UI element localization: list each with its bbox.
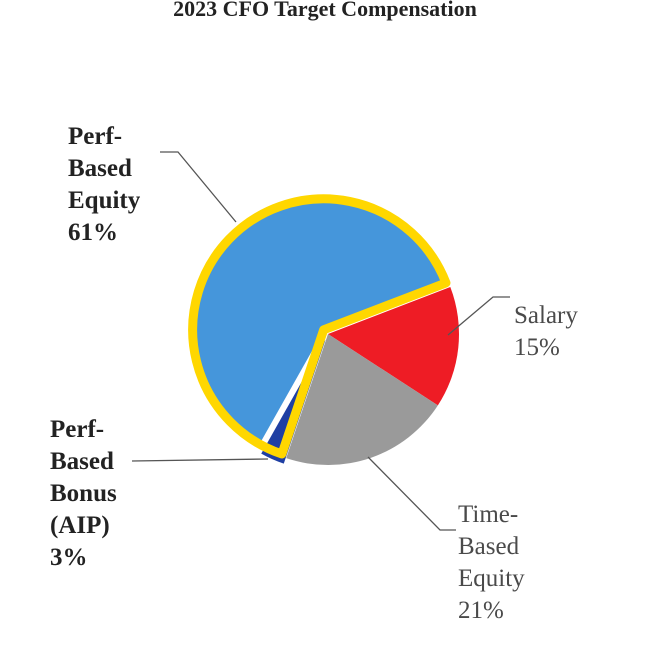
label-perf-bonus-value: 3% bbox=[50, 544, 88, 571]
leader-line-perf-bonus bbox=[131, 458, 269, 462]
label-time-equity: Time- Based Equity 21% bbox=[458, 467, 525, 659]
leader-line-perf-equity bbox=[160, 151, 237, 223]
label-perf-bonus: Perf- Based Bonus (AIP) 3% bbox=[50, 382, 117, 606]
slice-salary bbox=[328, 287, 460, 406]
highlight-outline bbox=[188, 194, 451, 459]
label-salary-value: 15% bbox=[514, 334, 560, 361]
leader-line-salary bbox=[447, 296, 510, 336]
slice-perf-equity bbox=[193, 198, 447, 444]
label-perf-bonus-name: Perf- Based Bonus (AIP) bbox=[50, 416, 117, 539]
label-salary-name: Salary bbox=[514, 302, 578, 329]
label-perf-equity-name: Perf- Based Equity bbox=[68, 123, 141, 214]
label-perf-equity: Perf- Based Equity 61% bbox=[68, 89, 140, 281]
label-salary: Salary 15% bbox=[514, 268, 578, 396]
chart-title: 2023 CFO Target Compensation bbox=[173, 0, 477, 21]
label-perf-equity-value: 61% bbox=[68, 219, 118, 246]
label-time-equity-name: Time- Based Equity bbox=[458, 501, 525, 592]
pie-chart bbox=[131, 151, 510, 531]
leader-line-time-equity bbox=[367, 456, 456, 531]
slice-time-equity bbox=[286, 334, 438, 466]
